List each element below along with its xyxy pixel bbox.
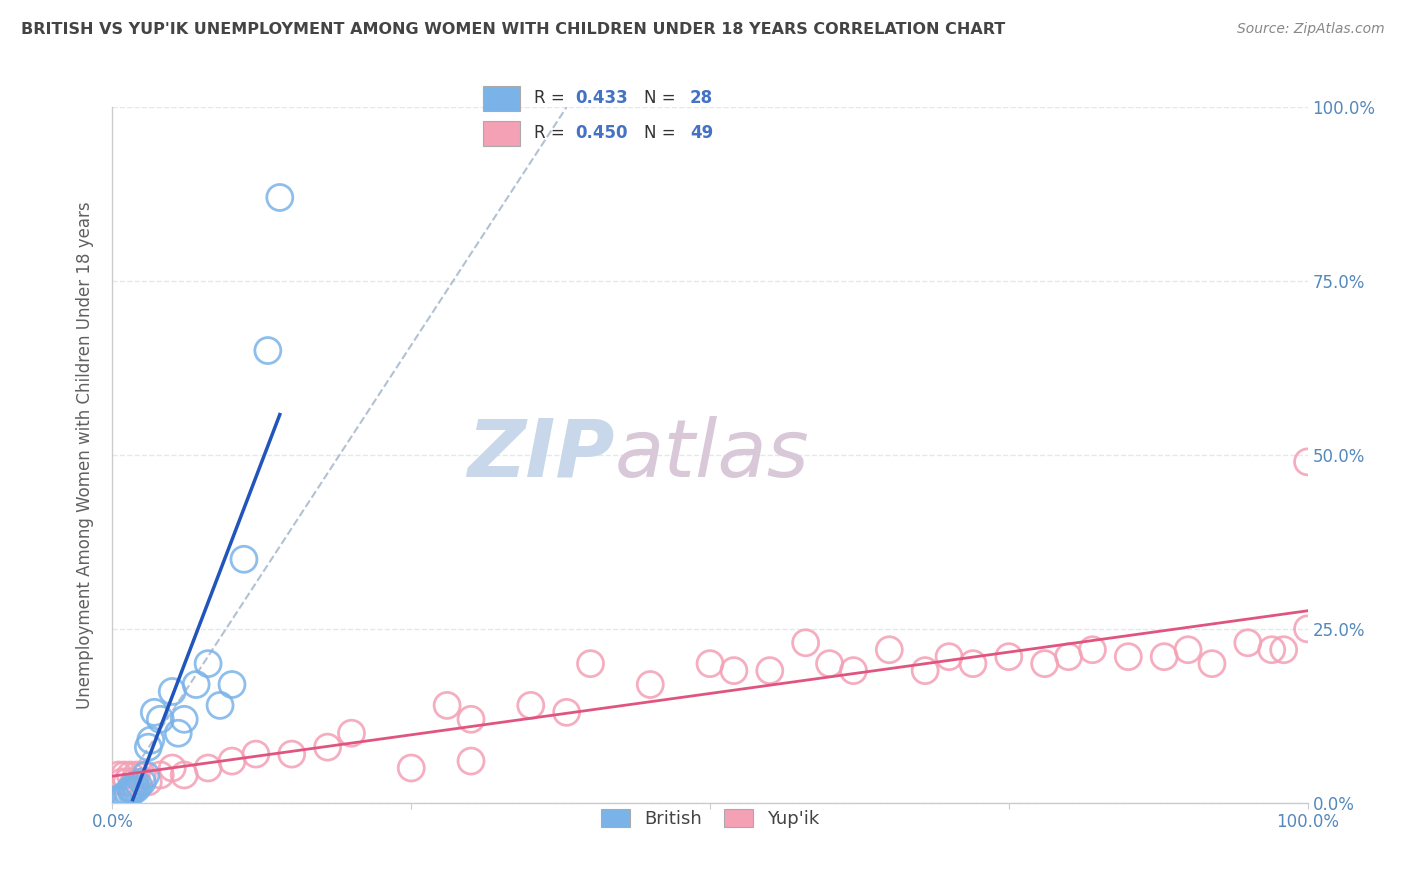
- Point: [1296, 622, 1319, 636]
- Text: N =: N =: [644, 89, 681, 107]
- FancyBboxPatch shape: [482, 120, 520, 146]
- Point: [1033, 657, 1056, 671]
- Point: [998, 649, 1021, 664]
- Point: [139, 733, 162, 747]
- Point: [107, 792, 129, 806]
- Point: [340, 726, 363, 740]
- Point: [245, 747, 267, 761]
- Text: N =: N =: [644, 124, 681, 142]
- Point: [221, 677, 243, 691]
- Point: [143, 706, 166, 720]
- Legend: British, Yup'ik: British, Yup'ik: [593, 802, 827, 836]
- Point: [1261, 642, 1284, 657]
- Point: [1057, 649, 1080, 664]
- Point: [149, 768, 172, 782]
- Text: 49: 49: [690, 124, 713, 142]
- Point: [914, 664, 936, 678]
- Point: [162, 684, 183, 698]
- Point: [114, 768, 135, 782]
- Text: BRITISH VS YUP'IK UNEMPLOYMENT AMONG WOMEN WITH CHILDREN UNDER 18 YEARS CORRELAT: BRITISH VS YUP'IK UNEMPLOYMENT AMONG WOM…: [21, 22, 1005, 37]
- Point: [938, 649, 960, 664]
- Point: [1237, 636, 1260, 650]
- Point: [135, 768, 157, 782]
- Text: 0.433: 0.433: [575, 89, 627, 107]
- Point: [221, 754, 243, 768]
- Point: [117, 785, 139, 799]
- Text: Source: ZipAtlas.com: Source: ZipAtlas.com: [1237, 22, 1385, 37]
- Point: [1153, 649, 1175, 664]
- Point: [818, 657, 841, 671]
- Point: [197, 657, 219, 671]
- FancyBboxPatch shape: [482, 86, 520, 111]
- Point: [131, 768, 153, 782]
- Point: [115, 775, 138, 789]
- Point: [209, 698, 232, 713]
- Point: [281, 747, 304, 761]
- Point: [879, 642, 901, 657]
- Point: [520, 698, 543, 713]
- Point: [257, 343, 280, 358]
- Y-axis label: Unemployment Among Women with Children Under 18 years: Unemployment Among Women with Children U…: [76, 201, 94, 709]
- Point: [460, 712, 482, 726]
- Point: [723, 664, 745, 678]
- Point: [1118, 649, 1140, 664]
- Point: [1201, 657, 1223, 671]
- Point: [186, 677, 208, 691]
- Point: [842, 664, 865, 678]
- Point: [120, 781, 142, 796]
- Point: [124, 778, 146, 793]
- Point: [120, 768, 142, 782]
- Point: [1296, 455, 1319, 469]
- Point: [167, 726, 190, 740]
- Text: atlas: atlas: [614, 416, 810, 494]
- Point: [114, 789, 135, 803]
- Point: [121, 783, 143, 797]
- Point: [640, 677, 662, 691]
- Point: [149, 712, 172, 726]
- Text: 28: 28: [690, 89, 713, 107]
- Point: [962, 657, 984, 671]
- Point: [125, 781, 148, 796]
- Point: [111, 790, 134, 805]
- Point: [121, 785, 143, 799]
- Point: [197, 761, 219, 775]
- Point: [173, 712, 195, 726]
- Point: [436, 698, 458, 713]
- Point: [233, 552, 256, 566]
- Point: [128, 778, 150, 793]
- Point: [269, 190, 291, 204]
- Point: [162, 761, 183, 775]
- Text: ZIP: ZIP: [467, 416, 614, 494]
- Point: [794, 636, 817, 650]
- Point: [401, 761, 423, 775]
- Point: [316, 740, 339, 755]
- Point: [759, 664, 782, 678]
- Point: [699, 657, 721, 671]
- Point: [138, 740, 160, 755]
- Point: [115, 788, 138, 802]
- Point: [1272, 642, 1295, 657]
- Point: [555, 706, 578, 720]
- Point: [122, 775, 145, 789]
- Point: [107, 768, 129, 782]
- Point: [173, 768, 195, 782]
- Point: [460, 754, 482, 768]
- Point: [1177, 642, 1199, 657]
- Text: R =: R =: [534, 89, 571, 107]
- Point: [131, 775, 153, 789]
- Text: R =: R =: [534, 124, 571, 142]
- Point: [111, 775, 134, 789]
- Point: [122, 781, 145, 796]
- Text: 0.450: 0.450: [575, 124, 627, 142]
- Point: [1081, 642, 1104, 657]
- Point: [125, 768, 148, 782]
- Point: [579, 657, 602, 671]
- Point: [138, 775, 160, 789]
